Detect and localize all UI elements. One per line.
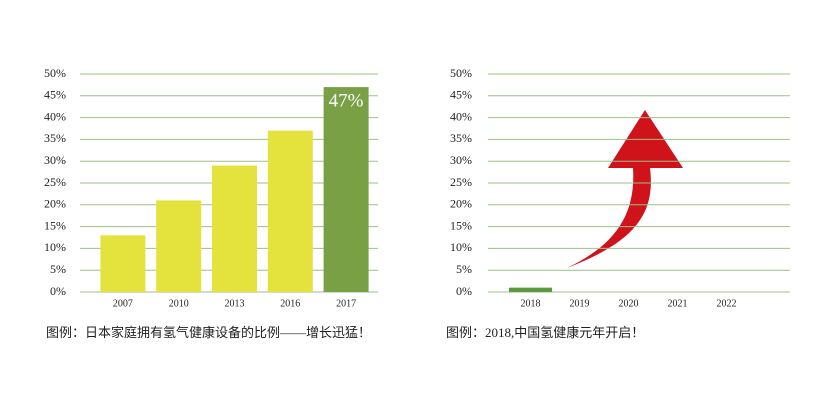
y-tick-label: 25% [450, 175, 472, 189]
y-tick-label: 50% [44, 66, 66, 80]
y-tick-label: 45% [450, 88, 472, 102]
y-tick-label: 50% [450, 66, 472, 80]
y-tick-label: 10% [450, 240, 472, 254]
bar [100, 235, 146, 292]
y-tick-label: 35% [44, 131, 66, 145]
x-tick-label: 2013 [225, 298, 245, 309]
bar [509, 287, 552, 292]
y-tick-label: 40% [450, 109, 472, 123]
y-tick-label: 15% [450, 218, 472, 232]
y-tick-label: 0% [50, 284, 66, 298]
y-tick-label: 20% [450, 197, 472, 211]
bar [156, 200, 202, 292]
y-tick-label: 45% [44, 88, 66, 102]
x-tick-label: 2018 [521, 298, 541, 309]
rising-arrow [567, 110, 683, 268]
y-tick-label: 10% [44, 240, 66, 254]
x-tick-label: 2019 [570, 298, 590, 309]
y-tick-label: 30% [450, 153, 472, 167]
x-tick-label: 2007 [113, 298, 133, 309]
x-tick-label: 2017 [336, 298, 356, 309]
value-label: 47% [329, 90, 364, 111]
y-tick-label: 20% [44, 197, 66, 211]
x-tick-label: 2010 [169, 298, 189, 309]
y-tick-label: 5% [50, 262, 66, 276]
y-tick-label: 35% [450, 131, 472, 145]
x-tick-label: 2016 [280, 298, 300, 309]
bar [212, 165, 257, 292]
caption: 图例：日本家庭拥有氢气健康设备的比例——增长迅猛！ [46, 325, 371, 340]
bar [323, 87, 369, 292]
y-tick-label: 5% [456, 262, 472, 276]
y-tick-label: 15% [44, 218, 66, 232]
caption: 图例：2018,中国氢健康元年开启！ [446, 325, 644, 340]
bar [267, 130, 313, 292]
y-tick-label: 40% [44, 109, 66, 123]
x-tick-label: 2020 [619, 298, 639, 309]
y-tick-label: 25% [44, 175, 66, 189]
y-tick-label: 0% [456, 284, 472, 298]
x-tick-label: 2022 [717, 298, 737, 309]
y-tick-label: 30% [44, 153, 66, 167]
x-tick-label: 2021 [668, 298, 688, 309]
